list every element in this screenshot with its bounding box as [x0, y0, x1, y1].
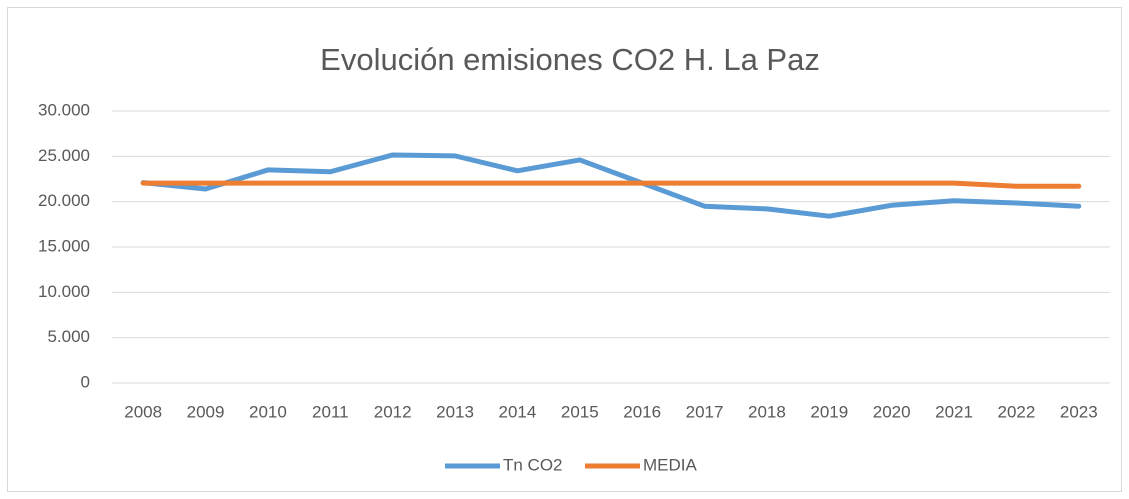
y-tick-label: 10.000: [38, 282, 90, 301]
x-tick-label: 2021: [935, 402, 973, 421]
x-tick-label: 2014: [499, 402, 537, 421]
y-tick-label: 25.000: [38, 146, 90, 165]
x-tick-label: 2016: [623, 402, 661, 421]
x-tick-label: 2012: [374, 402, 412, 421]
y-tick-label: 30.000: [38, 100, 90, 119]
x-tick-label: 2020: [873, 402, 911, 421]
series-line: [140, 180, 1082, 189]
y-tick-label: 5.000: [47, 327, 90, 346]
y-tick-label: 20.000: [38, 191, 90, 210]
y-tick-label: 0: [81, 372, 90, 391]
x-tick-label: 2008: [124, 402, 162, 421]
legend-label: Tn CO2: [503, 455, 563, 474]
x-tick-label: 2022: [998, 402, 1036, 421]
legend-label: MEDIA: [643, 455, 698, 474]
series-line: [140, 152, 1082, 219]
x-tick-label: 2010: [249, 402, 287, 421]
x-tick-label: 2009: [187, 402, 225, 421]
x-tick-label: 2023: [1060, 402, 1098, 421]
x-tick-label: 2018: [748, 402, 786, 421]
x-tick-label: 2019: [810, 402, 848, 421]
x-tick-label: 2011: [312, 402, 349, 421]
y-tick-label: 15.000: [38, 236, 90, 255]
x-tick-label: 2015: [561, 402, 599, 421]
x-tick-label: 2013: [436, 402, 474, 421]
chart-title: Evolución emisiones CO2 H. La Paz: [320, 42, 820, 77]
chart-border: [7, 7, 1122, 492]
x-tick-label: 2017: [686, 402, 724, 421]
